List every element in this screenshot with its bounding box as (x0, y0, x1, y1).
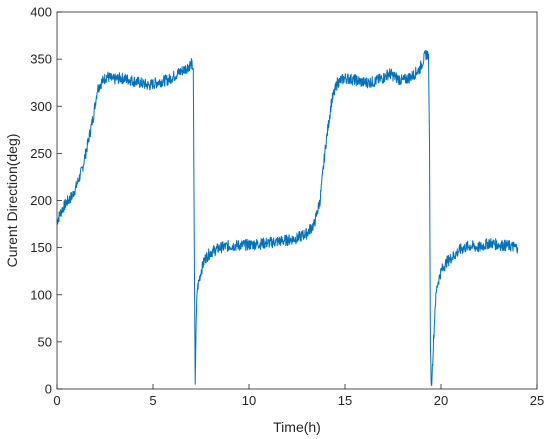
plot-frame (56, 11, 538, 390)
x-axis-title: Time(h) (273, 419, 321, 435)
x-tick-label: 5 (149, 393, 156, 408)
series-line (56, 50, 519, 386)
y-tick-label: 400 (30, 5, 52, 20)
x-tick-label: 25 (530, 393, 544, 408)
y-axis-title: Curent Direction(deg) (4, 134, 20, 268)
y-tick-label: 300 (30, 99, 52, 114)
plot-area (57, 12, 537, 389)
y-axis-ticks: 0 50 100 150 200 250 300 350 400 (30, 5, 62, 397)
y-tick-label: 100 (30, 287, 52, 302)
y-tick-label: 50 (38, 334, 52, 349)
y-tick-label: 0 (45, 382, 52, 397)
y-tick-label: 350 (30, 52, 52, 67)
y-tick-label: 200 (30, 193, 52, 208)
y-tick-label: 250 (30, 146, 52, 161)
x-tick-label: 10 (242, 393, 256, 408)
x-tick-label: 20 (434, 393, 448, 408)
x-tick-label: 15 (338, 393, 352, 408)
x-tick-label: 0 (53, 393, 60, 408)
y-tick-label: 150 (30, 240, 52, 255)
